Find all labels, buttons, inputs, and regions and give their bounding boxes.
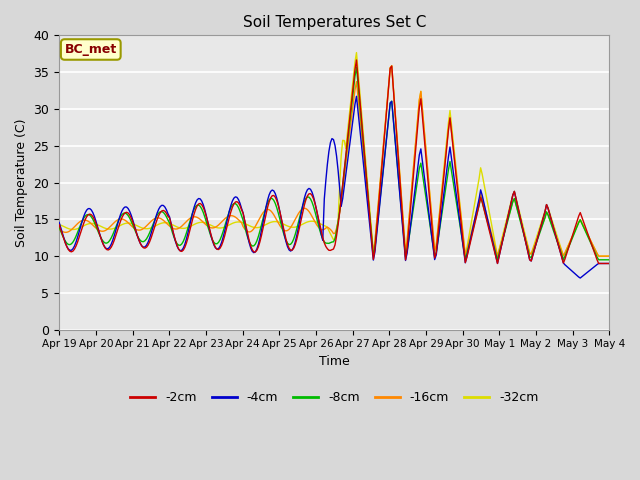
X-axis label: Time: Time [319,355,349,368]
Legend: -2cm, -4cm, -8cm, -16cm, -32cm: -2cm, -4cm, -8cm, -16cm, -32cm [125,386,543,409]
Y-axis label: Soil Temperature (C): Soil Temperature (C) [15,118,28,247]
Text: BC_met: BC_met [65,43,117,56]
Title: Soil Temperatures Set C: Soil Temperatures Set C [243,15,426,30]
